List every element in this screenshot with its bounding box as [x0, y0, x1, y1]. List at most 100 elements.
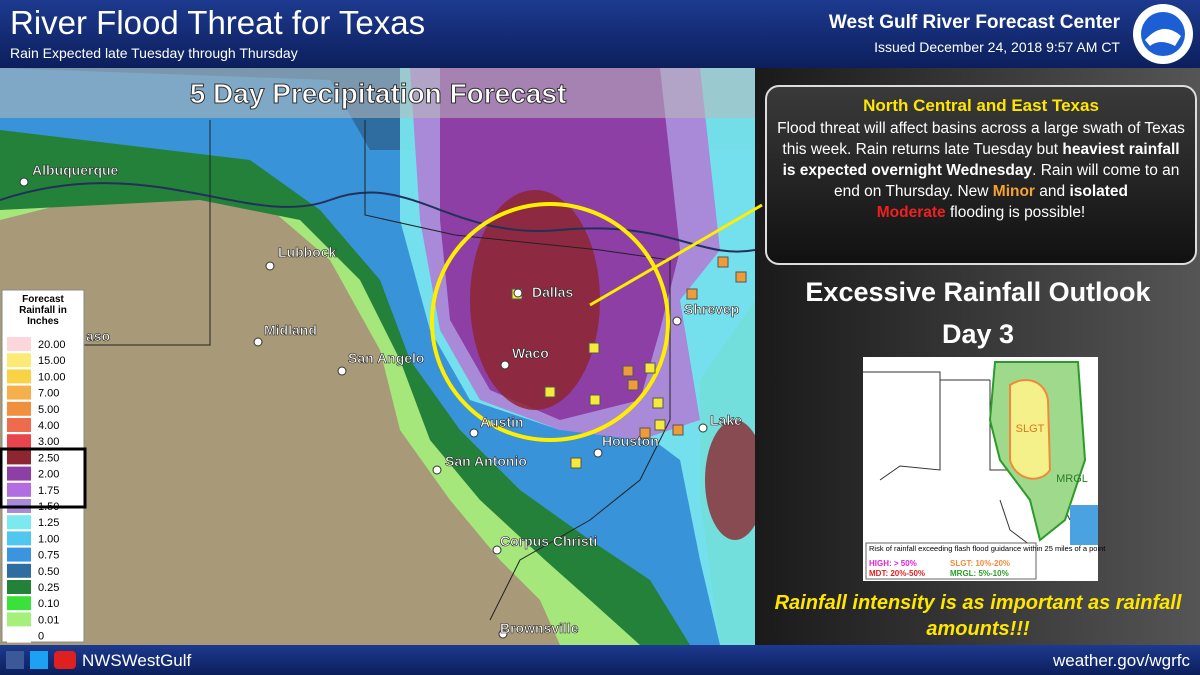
callout-heading: North Central and East Texas [863, 96, 1099, 115]
city-dot [432, 465, 442, 475]
city-label: Midland [264, 322, 317, 338]
legend-swatch [7, 369, 31, 384]
legend-title: Forecast Rainfall in Inches [19, 294, 67, 327]
city-dot [698, 423, 708, 433]
legend-label: 5.00 [38, 404, 59, 416]
callout-text: flooding is possible! [945, 204, 1086, 221]
twitter-icon[interactable] [30, 651, 48, 669]
title: River Flood Threat for Texas [10, 4, 425, 41]
city-dot [593, 448, 603, 458]
legend-label: 10.00 [38, 371, 66, 383]
header-bar [0, 0, 1200, 68]
city-dot [337, 366, 347, 376]
legend-swatch [7, 612, 31, 627]
outlook-day: Day 3 [942, 319, 1014, 349]
legend-label: 2.50 [38, 452, 59, 464]
callout-text: Minor [992, 183, 1035, 200]
city-label: Brownsville [500, 620, 579, 636]
legend-label: 20.00 [38, 339, 66, 351]
legend-label: 1.00 [38, 533, 59, 545]
legend-swatch [7, 482, 31, 497]
callout-arrow [589, 203, 763, 307]
highlight-circle [430, 202, 670, 442]
legend-swatch [7, 547, 31, 562]
outlook-legend-item: MRGL: 5%-10% [950, 569, 1009, 578]
legend-label: 0.01 [38, 614, 59, 626]
facebook-icon[interactable] [6, 651, 24, 669]
legend-label: 15.00 [38, 355, 66, 367]
legend-label: 0.75 [38, 550, 59, 562]
city-dot [253, 337, 263, 347]
outlook-legend-item: SLGT: 10%-20% [950, 559, 1010, 568]
legend-swatch [7, 466, 31, 481]
outlook-map: SLGT MRGL Risk of rainfall exceeding fla… [863, 357, 1106, 581]
legend-label: 3.00 [38, 436, 59, 448]
callout-body: Flood threat will affect basins across a… [777, 118, 1185, 223]
legend-swatch [7, 353, 31, 368]
city-dot [498, 629, 508, 639]
legend-swatch [7, 531, 31, 546]
social-handle[interactable]: NWSWestGulf [82, 651, 192, 670]
callout-text: heaviest rainfall is expected overnight … [782, 141, 1180, 179]
callout-box: North Central and East Texas Flood threa… [765, 85, 1197, 265]
city-dot [19, 177, 29, 187]
legend-swatch [7, 418, 31, 432]
callout-text: . Rain will come to an end on Thursday. … [833, 162, 1180, 200]
outlook-legend-title: Risk of rainfall exceeding flash flood g… [869, 544, 1106, 553]
legend-label: 1.75 [38, 485, 59, 497]
outlook-legend-item: HIGH: > 50% [869, 559, 917, 568]
callout-text: Flood threat will affect basins across a… [777, 120, 1185, 158]
city-dot [500, 360, 510, 370]
legend: Forecast Rainfall in Inches 20.00 15.00 10.00… [0, 289, 87, 643]
legend-swatch [7, 450, 31, 465]
city-dot [469, 428, 479, 438]
legend-label: 0.10 [38, 598, 59, 610]
youtube-icon[interactable] [54, 651, 76, 669]
city-dot [265, 261, 275, 271]
mrgl-label: MRGL [1056, 473, 1088, 485]
city-label: Shrevep [684, 301, 739, 317]
callout-text: Moderate [876, 204, 946, 221]
legend-swatch [7, 563, 31, 578]
precip-map [0, 68, 755, 645]
slgt-label: SLGT [1016, 423, 1045, 435]
legend-swatch [7, 401, 31, 416]
legend-label: 0.25 [38, 582, 59, 594]
city-dot [672, 316, 682, 326]
city-label: Albuquerque [32, 162, 119, 178]
city-label: Corpus Christi [500, 533, 597, 549]
legend-label: 7.00 [38, 388, 59, 400]
city-label: Waco [512, 345, 549, 361]
legend-swatch [7, 385, 31, 400]
city-label: Lake [710, 412, 742, 428]
legend-label: 1.25 [38, 517, 59, 529]
issued: Issued December 24, 2018 9:57 AM CT [874, 39, 1120, 55]
legend-swatch [7, 596, 31, 611]
legend-label: 0 [38, 631, 44, 643]
outlook-title: Excessive Rainfall Outlook [805, 277, 1151, 307]
city-label: San Antonio [445, 453, 527, 469]
legend-swatch [7, 337, 31, 351]
city-dot [492, 545, 502, 555]
city-dot [513, 288, 523, 298]
legend-label: 4.00 [38, 420, 59, 432]
outlook-legend-item: MDT: 20%-50% [869, 569, 925, 578]
callout-text: and [1034, 183, 1070, 200]
city-label: Lubbock [278, 244, 337, 260]
callout-text: isolated [1069, 183, 1129, 200]
website[interactable]: weather.gov/wgrfc [1052, 651, 1191, 670]
map-title: 5 Day Precipitation Forecast [190, 78, 567, 109]
legend-swatch [7, 580, 31, 594]
city-labels: Albuquerque Lubbock Midland aso San Angelo Da… [19, 162, 742, 639]
legend-highlight [0, 447, 87, 509]
city-label: Dallas [532, 284, 573, 300]
legend-label: 2.00 [38, 469, 59, 481]
legend-swatch [7, 515, 31, 530]
footnote: Rainfall intensity is as important as ra… [774, 592, 1182, 640]
gauge-markers [511, 256, 747, 469]
legend-swatch [7, 434, 31, 449]
legend-swatch [7, 628, 31, 643]
city-label: aso [86, 328, 110, 344]
center-name: West Gulf River Forecast Center [829, 12, 1121, 33]
